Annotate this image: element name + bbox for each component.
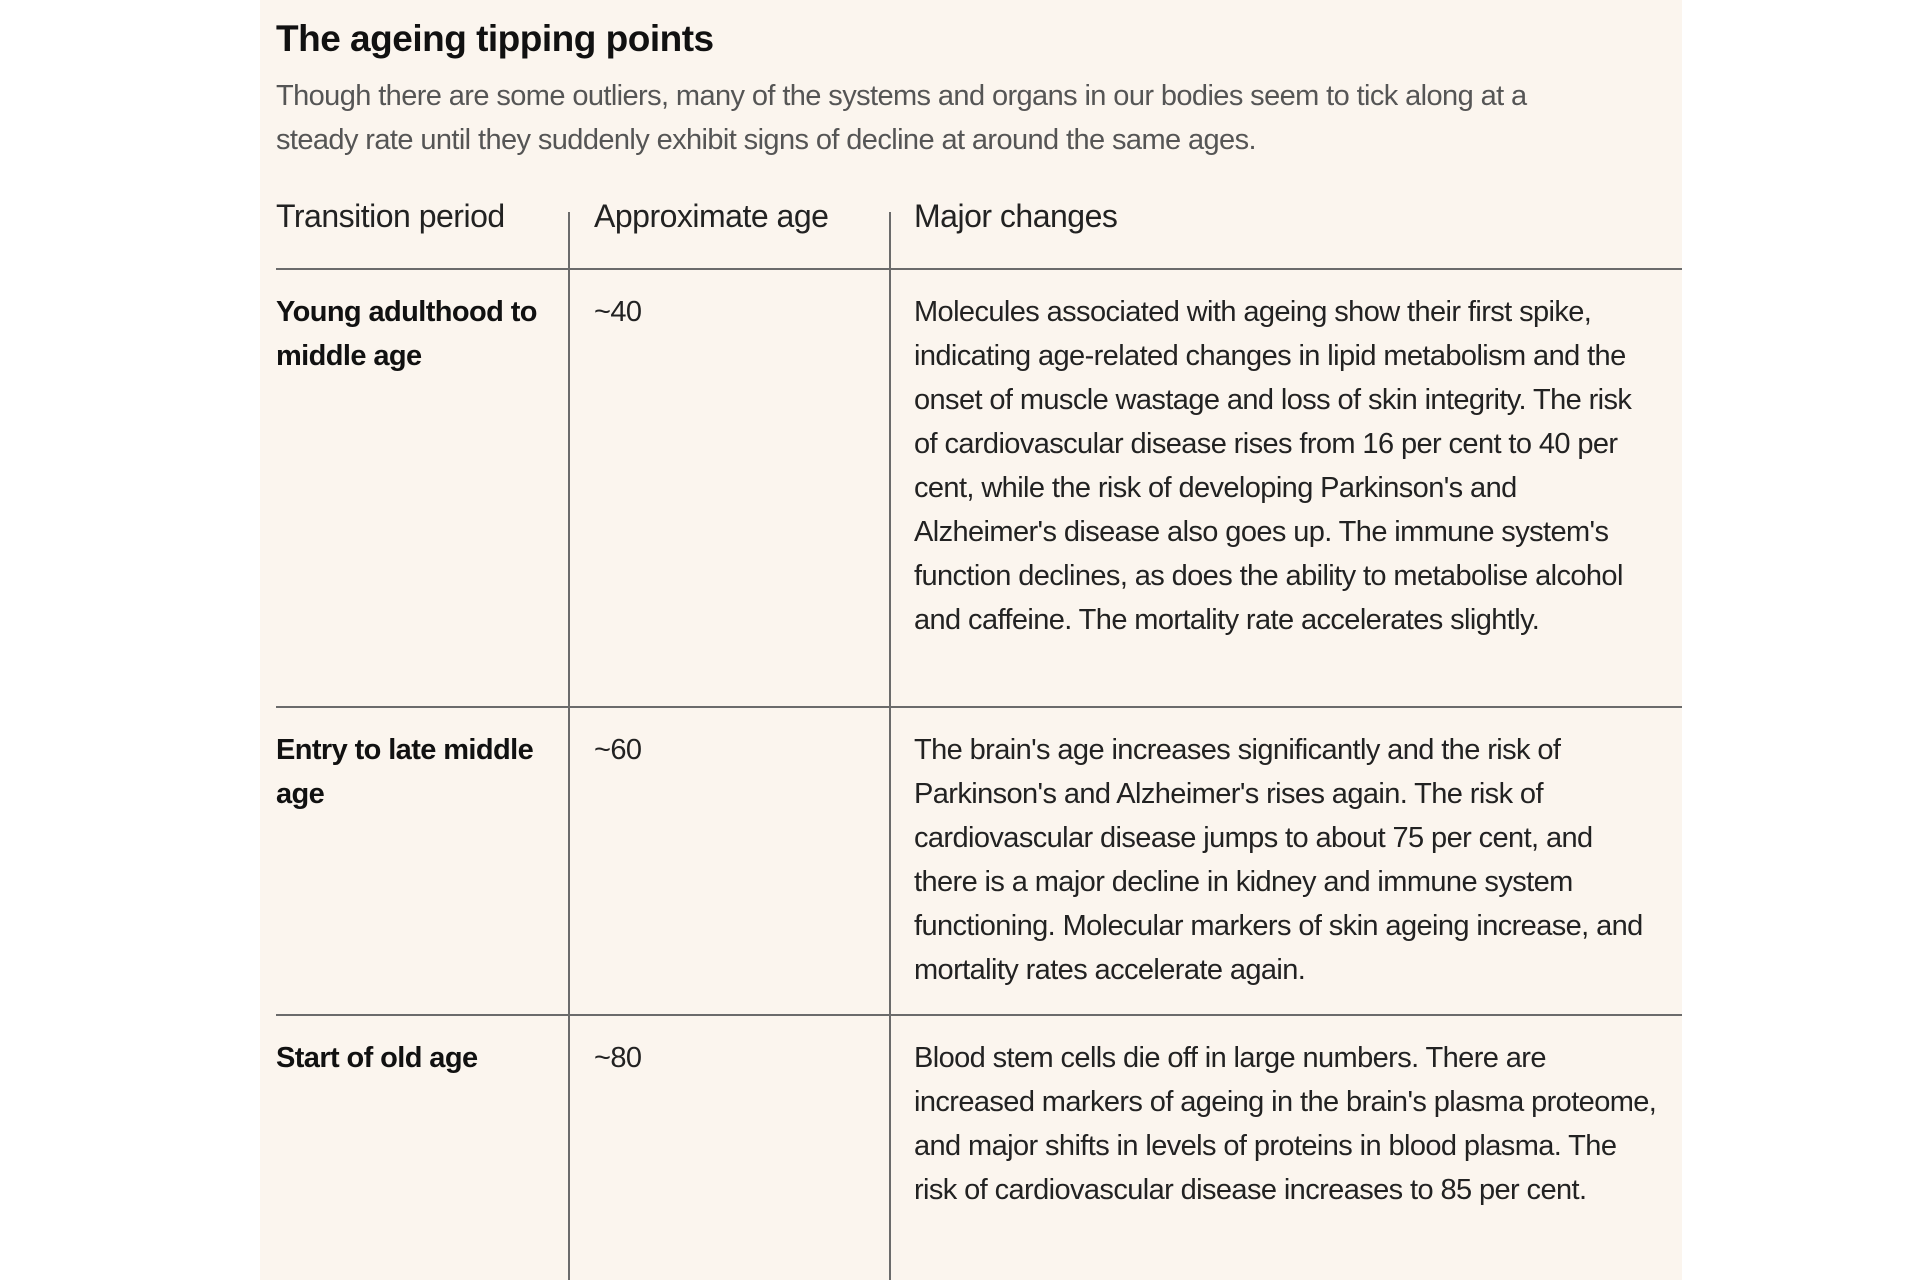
table-header-row: Transition period Approximate age Major … [276, 198, 1682, 270]
transition-period-cell: Entry to late middle age [276, 734, 534, 810]
major-changes-cell: Blood stem cells die off in large number… [914, 1042, 1657, 1206]
column-divider [568, 212, 570, 1280]
page-title: The ageing tipping points [276, 18, 714, 59]
major-changes-cell: Molecules associated with ageing show th… [914, 296, 1632, 636]
header-major-changes: Major changes [914, 198, 1118, 234]
page-subtitle: Though there are some outliers, many of … [276, 80, 1527, 156]
approximate-age-cell: ~80 [594, 1042, 642, 1074]
table-row: Entry to late middle age ~60 The brain's… [276, 708, 1682, 1016]
table-row: Start of old age ~80 Blood stem cells di… [276, 1016, 1682, 1280]
transition-period-cell: Young adulthood to middle age [276, 296, 537, 372]
header-transition-period: Transition period [276, 198, 505, 234]
approximate-age-cell: ~60 [594, 734, 642, 766]
major-changes-cell: The brain's age increases significantly … [914, 734, 1643, 986]
approximate-age-cell: ~40 [594, 296, 642, 328]
header-approximate-age: Approximate age [594, 198, 829, 234]
infographic-card: The ageing tipping points Though there a… [260, 0, 1682, 1280]
table-row: Young adulthood to middle age ~40 Molecu… [276, 270, 1682, 708]
transition-period-cell: Start of old age [276, 1042, 478, 1074]
column-divider [889, 212, 891, 1280]
